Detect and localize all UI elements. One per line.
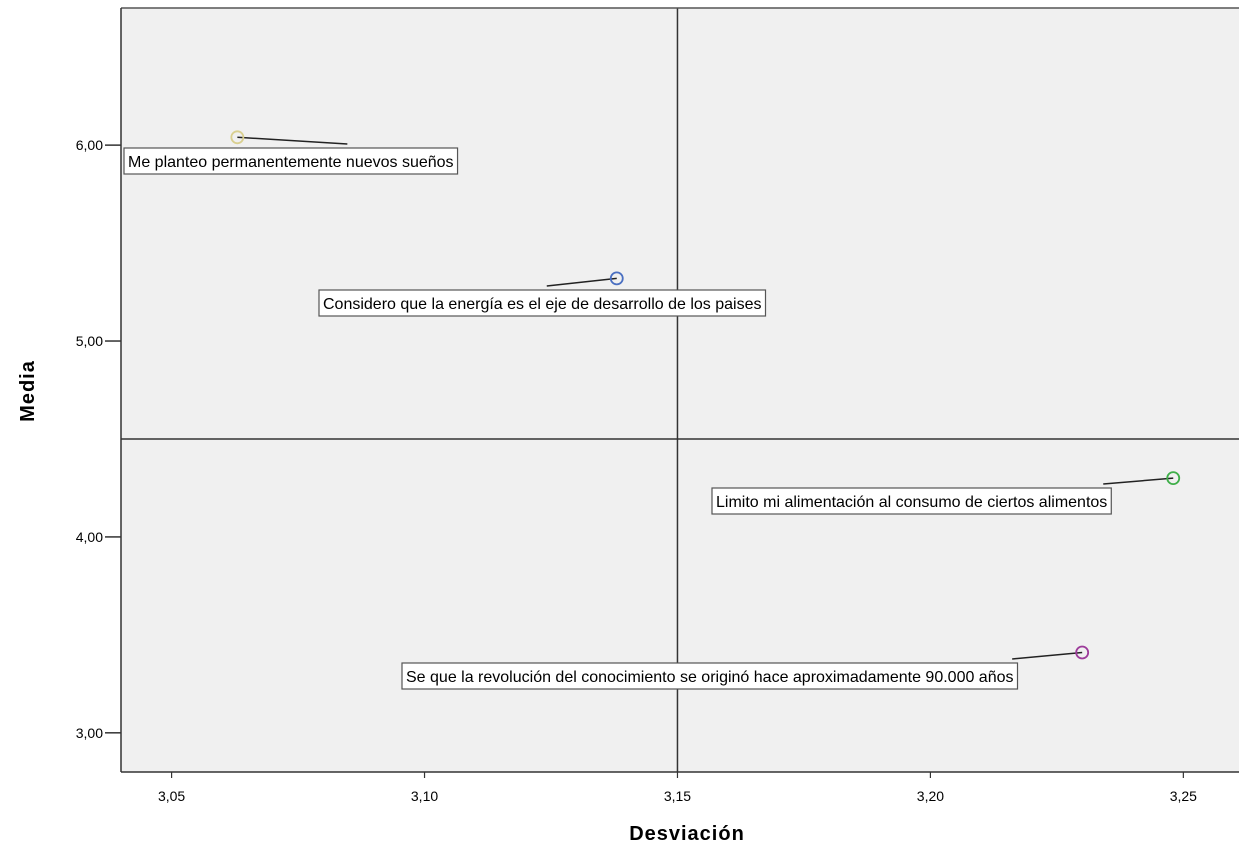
point-group: Considero que la energía es el eje de de… xyxy=(318,271,767,317)
data-point-marker xyxy=(609,271,624,286)
point-group: Me planteo permanentemente nuevos sueños xyxy=(123,130,459,175)
point-label-box xyxy=(318,289,767,317)
point-leader-line xyxy=(1103,477,1174,485)
y-tick-label: 5,00 xyxy=(76,333,103,349)
x-axis-title: Desviación xyxy=(629,823,745,845)
point-label-box xyxy=(711,487,1112,515)
y-tick-label: 6,00 xyxy=(76,137,103,153)
point-label: Se que la revolución del conocimiento se… xyxy=(406,669,1014,686)
axes: 3,05 3,10 3,15 3,20 3,25 3,00 4,00 5,00 6,00 xyxy=(76,7,1239,804)
y-tick-label: 4,00 xyxy=(76,529,103,545)
point-label-box xyxy=(123,147,459,175)
point-label-box xyxy=(401,662,1019,690)
point-group: Limito mi alimentación al consumo de cie… xyxy=(711,471,1181,515)
x-tick-label: 3,05 xyxy=(158,788,185,804)
point-leader-line xyxy=(1012,651,1083,660)
data-points: Me planteo permanentemente nuevos sueños… xyxy=(123,130,1181,690)
data-point-marker xyxy=(1075,645,1090,660)
point-label: Me planteo permanentemente nuevos sueños xyxy=(128,154,454,171)
point-label: Considero que la energía es el eje de de… xyxy=(323,296,762,313)
data-point-marker xyxy=(1166,471,1181,486)
data-point-marker xyxy=(230,130,245,145)
x-tick-label: 3,20 xyxy=(917,788,944,804)
reference-lines xyxy=(121,8,1239,772)
point-label: Limito mi alimentación al consumo de cie… xyxy=(716,494,1107,511)
plot-area xyxy=(121,8,1239,772)
y-tick-label: 3,00 xyxy=(76,725,103,741)
x-tick-label: 3,25 xyxy=(1170,788,1197,804)
point-leader-line xyxy=(546,277,617,287)
x-tick-label: 3,15 xyxy=(664,788,691,804)
x-tick-label: 3,10 xyxy=(411,788,438,804)
point-leader-line xyxy=(237,136,348,145)
point-group: Se que la revolución del conocimiento se… xyxy=(401,645,1090,690)
y-axis-title: Media xyxy=(17,360,39,422)
